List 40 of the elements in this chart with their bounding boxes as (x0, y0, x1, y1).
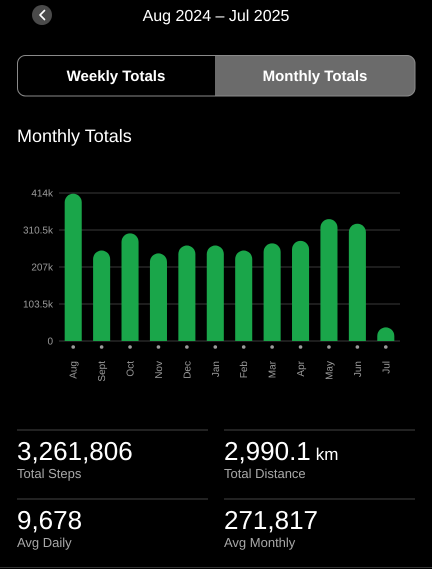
text: 9,678 (17, 505, 82, 535)
y-tick-label: 310.5k (22, 226, 54, 236)
bar (122, 233, 139, 341)
bar (150, 253, 167, 341)
bar (348, 224, 366, 341)
x-tick-label: Sept (97, 360, 108, 382)
text: Avg Monthly (224, 535, 296, 550)
text: Weekly Totals (66, 68, 166, 85)
text: Total Distance (224, 466, 306, 481)
x-tick-label: Aug (68, 361, 80, 379)
bar (206, 246, 224, 341)
x-tick-label: May (324, 361, 336, 380)
text: Monthly Totals (262, 68, 368, 85)
bar (178, 246, 196, 341)
bar (93, 250, 110, 341)
text: 2,990.1 km (224, 436, 338, 466)
x-tick-label: Jun (352, 361, 364, 378)
y-tick-label: 103.5k (22, 300, 54, 310)
bar (320, 219, 338, 341)
x-tick-label: Dec (182, 361, 194, 379)
x-tick-label: Nov (154, 361, 165, 379)
y-tick-label: 207k (31, 262, 54, 274)
chart-title: Monthly Totals (17, 126, 132, 146)
bar (264, 243, 281, 341)
x-tick-label: Feb (239, 360, 250, 378)
bar (235, 250, 252, 341)
x-tick-label: Apr (296, 360, 308, 377)
x-tick-label: Oct (126, 360, 137, 377)
bar (292, 240, 310, 341)
chart-subtitle: Aug 2024 – Jul 2025 (142, 8, 290, 25)
x-tick-label: Mar (268, 360, 279, 378)
x-tick-label: Jan (210, 361, 222, 378)
bar (64, 194, 82, 341)
text: Total Steps (17, 466, 82, 481)
y-tick-label: 0 (47, 336, 54, 348)
text: 3,261,806 (17, 436, 133, 466)
y-tick-label: 414k (31, 188, 54, 200)
text: Avg Daily (17, 535, 72, 550)
x-tick-label: Jul (381, 361, 392, 374)
text: 271,817 (224, 505, 318, 535)
